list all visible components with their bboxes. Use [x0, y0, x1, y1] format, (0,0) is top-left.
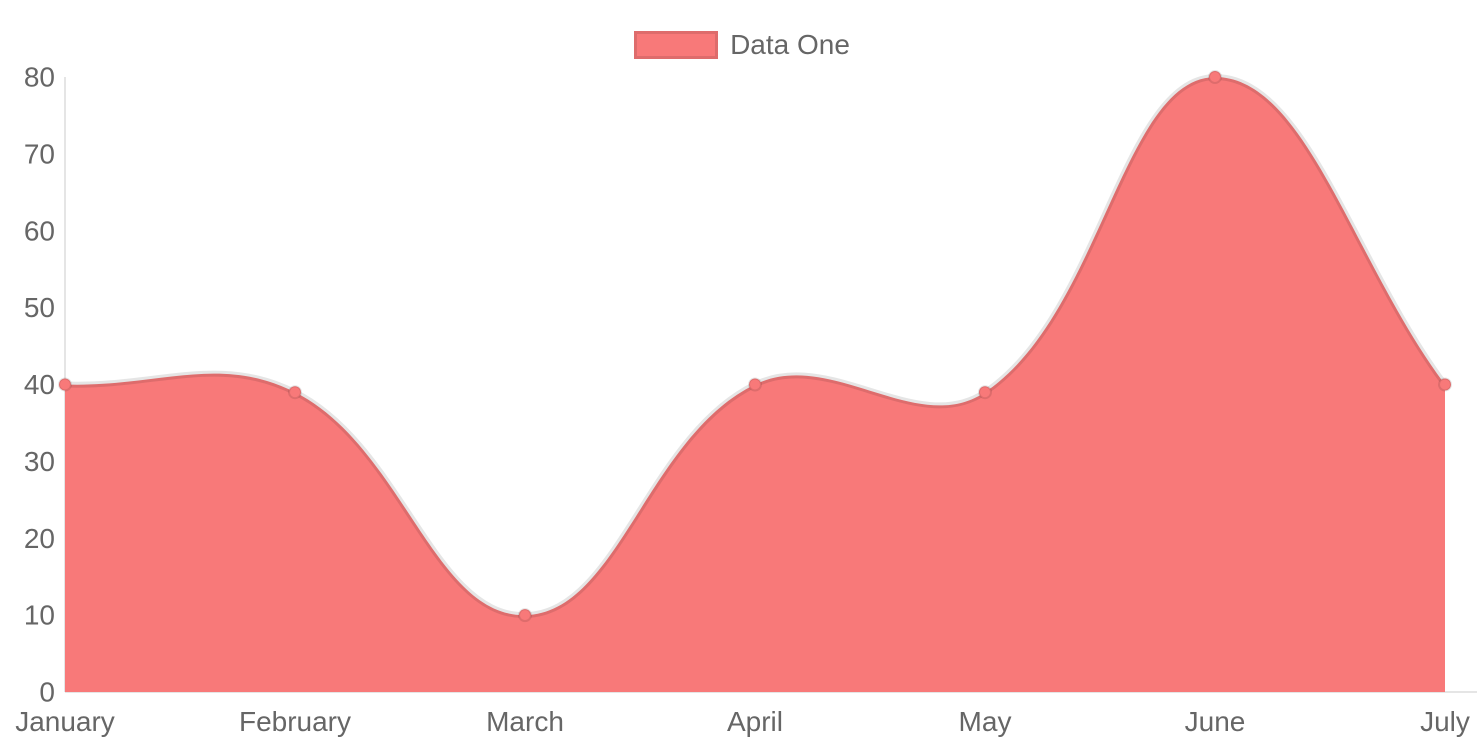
data-point[interactable] — [1438, 377, 1452, 392]
data-point[interactable] — [978, 385, 992, 400]
y-axis-tick-label: 0 — [39, 677, 55, 708]
x-axis-label: April — [727, 706, 783, 737]
data-points — [58, 70, 1452, 623]
legend-label: Data One — [730, 29, 850, 60]
legend-item-data-one[interactable]: Data One — [0, 31, 1484, 59]
x-axis-label: January — [15, 706, 115, 737]
y-axis-tick-label: 50 — [24, 292, 55, 323]
data-point[interactable] — [288, 385, 302, 400]
data-point[interactable] — [518, 608, 532, 623]
data-point[interactable] — [1208, 70, 1222, 84]
y-axis-tick-label: 60 — [24, 215, 55, 246]
y-axis-tick-label: 70 — [24, 138, 55, 169]
line-stroke — [64, 73, 1448, 619]
y-axis-tick-label: 10 — [24, 600, 55, 631]
y-axis-tick-label: 30 — [24, 446, 55, 477]
x-axis-label: March — [486, 706, 564, 737]
x-axis-labels: January February March April May June July — [15, 706, 1470, 737]
y-axis-tick-label: 80 — [24, 62, 55, 93]
x-axis-label: May — [959, 706, 1012, 737]
data-point[interactable] — [748, 377, 762, 392]
data-point[interactable] — [58, 377, 72, 392]
y-axis-tick-labels: 0 10 20 30 40 50 60 70 80 — [24, 62, 55, 708]
y-axis-tick-label: 40 — [24, 369, 55, 400]
x-axis-label: July — [1420, 706, 1470, 737]
legend-color-box — [634, 31, 719, 59]
x-axis-label: February — [239, 706, 351, 737]
y-axis-tick-label: 20 — [24, 523, 55, 554]
x-axis-label: June — [1185, 706, 1246, 737]
